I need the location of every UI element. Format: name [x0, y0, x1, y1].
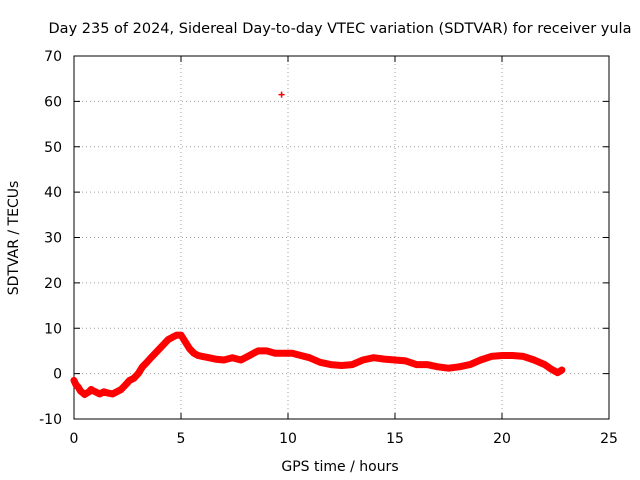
data-point: [434, 363, 441, 370]
data-point: [182, 338, 189, 345]
data-point: [413, 361, 420, 368]
data-point: [126, 377, 133, 384]
data-point: [118, 386, 125, 393]
data-point: [317, 359, 324, 366]
data-point: [96, 391, 103, 398]
data-point: [359, 357, 366, 364]
data-point: [263, 347, 270, 354]
data-point: [289, 350, 296, 357]
x-tick-label: 0: [70, 431, 79, 447]
data-point: [130, 375, 137, 382]
data-point: [306, 354, 313, 361]
x-tick-label: 5: [177, 431, 186, 447]
y-tick-label: 70: [44, 49, 62, 65]
data-point: [178, 332, 184, 339]
data-point: [246, 352, 253, 359]
data-point: [139, 363, 146, 370]
data-point: [169, 334, 176, 341]
x-axis-label: GPS time / hours: [281, 459, 398, 475]
data-point: [488, 353, 495, 360]
y-axis-label: SDTVAR / TECUs: [6, 181, 22, 296]
data-point: [392, 357, 398, 364]
data-point: [205, 354, 212, 361]
x-tick-label: 10: [279, 431, 297, 447]
data-point: [531, 357, 538, 364]
y-tick-label: 50: [44, 140, 62, 156]
data-point: [338, 362, 345, 369]
data-point: [109, 391, 116, 398]
data-point: [424, 361, 431, 368]
y-tick-label: 30: [44, 231, 62, 247]
data-point: [135, 370, 142, 377]
data-point: [156, 345, 163, 352]
data-point: [113, 388, 120, 395]
data-point: [148, 354, 155, 361]
data-point: [445, 365, 452, 372]
data-point: [272, 350, 279, 357]
data-series: [70, 91, 566, 398]
data-point: [509, 352, 516, 359]
data-point: [100, 388, 107, 395]
grid-lines: [74, 56, 609, 419]
data-point: [456, 363, 463, 370]
y-tick-label: -10: [39, 412, 62, 428]
data-point: [327, 361, 334, 368]
data-point: [237, 357, 244, 364]
data-point: [220, 357, 227, 364]
data-point: [212, 356, 219, 363]
axis-ticks: 0 5 10 15 20 25 -10 0 10 20 30 40 50 60 70: [39, 49, 618, 447]
data-point: [152, 350, 159, 357]
x-tick-label: 25: [600, 431, 618, 447]
data-point: [199, 353, 206, 360]
y-tick-label: 60: [44, 94, 62, 110]
data-point: [541, 361, 548, 368]
x-tick-label: 20: [493, 431, 511, 447]
data-point: [165, 336, 172, 343]
data-point: [297, 352, 304, 359]
data-point: [75, 384, 82, 391]
data-point: [280, 350, 287, 357]
x-tick-label: 15: [386, 431, 404, 447]
data-point: [477, 357, 484, 364]
data-point: [466, 361, 473, 368]
data-point: [71, 377, 77, 384]
data-point: [381, 356, 388, 363]
data-point: [122, 381, 129, 388]
data-point: [370, 354, 377, 361]
y-tick-label: 10: [44, 321, 62, 337]
data-point: [229, 354, 236, 361]
data-point: [160, 341, 167, 348]
data-point: [520, 353, 527, 360]
data-point: [554, 369, 561, 376]
data-point: [558, 366, 565, 373]
data-point: [349, 361, 356, 368]
data-point: [402, 357, 409, 364]
data-point: [548, 366, 555, 373]
data-point: [186, 345, 193, 352]
data-point: [143, 359, 150, 366]
chart-title: Day 235 of 2024, Sidereal Day-to-day VTE…: [49, 21, 632, 37]
data-point: [278, 91, 285, 98]
data-point: [92, 388, 99, 395]
y-tick-label: 0: [53, 367, 62, 383]
data-point: [190, 350, 197, 357]
data-point: [195, 352, 202, 359]
y-tick-label: 40: [44, 185, 62, 201]
data-point: [255, 347, 262, 354]
data-point: [105, 390, 112, 397]
data-point: [499, 352, 505, 359]
y-tick-label: 20: [44, 276, 62, 292]
